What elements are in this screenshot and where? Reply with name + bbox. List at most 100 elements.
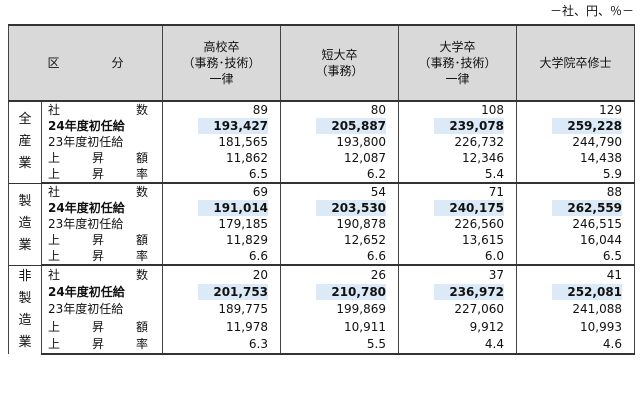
table-cell: 14,438 (516, 150, 636, 166)
table-cell: 244,790 (516, 134, 636, 150)
table-row: 24年度初任給 193,427 205,887 239,078 259,228 (9, 118, 636, 134)
table-cell: 12,087 (280, 150, 400, 166)
header-col-university: 大学卒 （事務･技術） 一律 (398, 24, 518, 102)
table-cell: 6.0 (398, 248, 518, 266)
table-cell: 252,081 (516, 283, 636, 301)
table-cell: 262,559 (516, 200, 636, 216)
table-cell: 12,346 (398, 150, 518, 166)
row-label-companies: 社 数 (41, 100, 164, 118)
table-row: 非製造業社 数 20 26 37 41 (8, 264, 636, 354)
table-cell: 9,912 (398, 317, 518, 336)
table-row: 24年度初任給 201,753 210,780 236,972 252,081 (9, 283, 636, 301)
table-cell: 241,088 (516, 300, 636, 318)
table-cell: 6.5 (162, 166, 282, 184)
table-cell: 37 (398, 264, 518, 284)
table-cell: 11,829 (162, 232, 282, 248)
table-cell: 199,869 (280, 300, 400, 318)
unit-note: －社、円、％－ (549, 4, 634, 18)
table-cell: 88 (516, 182, 636, 200)
table-cell: 6.3 (162, 335, 282, 355)
category-all-industries: 全産業 (8, 100, 42, 183)
row-label-raise-rate: 上 昇 率 (41, 248, 164, 266)
table-cell: 89 (162, 100, 282, 118)
row-label-fy23: 23年度初任給 (41, 300, 164, 318)
table-row: 23年度初任給 179,185 190,878 226,560 246,515 (9, 216, 636, 232)
table-cell: 80 (280, 100, 400, 118)
row-label-raise-amount: 上 昇 額 (41, 317, 164, 336)
table-cell: 4.4 (398, 335, 518, 355)
table-cell: 13,615 (398, 232, 518, 248)
table-cell: 6.2 (280, 166, 400, 184)
table-cell: 12,652 (280, 232, 400, 248)
table-cell: 203,530 (280, 200, 400, 216)
table-cell: 69 (162, 182, 282, 200)
table-cell: 181,565 (162, 134, 282, 150)
table-cell: 190,878 (280, 216, 400, 232)
table-cell: 20 (162, 264, 282, 284)
row-label-fy23: 23年度初任給 (41, 134, 164, 150)
table-cell: 6.6 (280, 248, 400, 266)
table-cell: 259,228 (516, 118, 636, 134)
table-cell: 179,185 (162, 216, 282, 232)
table-row: 24年度初任給 191,014 203,530 240,175 262,559 (9, 200, 636, 216)
table-cell: 226,732 (398, 134, 518, 150)
table-cell: 240,175 (398, 200, 518, 216)
header-col-graduate-masters: 大学院卒修士 (516, 24, 636, 102)
table-cell: 6.5 (516, 248, 636, 266)
row-label-fy24: 24年度初任給 (41, 200, 164, 216)
table-cell: 5.5 (280, 335, 400, 355)
table-cell: 4.6 (516, 335, 636, 355)
table-cell: 5.4 (398, 166, 518, 184)
row-label-companies: 社 数 (41, 182, 164, 200)
table-cell: 108 (398, 100, 518, 118)
row-label-fy24: 24年度初任給 (41, 283, 164, 301)
table-cell: 239,078 (398, 118, 518, 134)
table-cell: 16,044 (516, 232, 636, 248)
table-cell: 193,427 (162, 118, 282, 134)
table-cell: 54 (280, 182, 400, 200)
table-row: 上 昇 率 6.6 6.6 6.0 6.5 (9, 248, 636, 266)
category-non-manufacturing: 非製造業 (8, 264, 42, 354)
table-cell: 205,887 (280, 118, 400, 134)
table-cell: 129 (516, 100, 636, 118)
row-label-raise-amount: 上 昇 額 (41, 232, 164, 248)
table-cell: 191,014 (162, 200, 282, 216)
table-cell: 227,060 (398, 300, 518, 318)
table-cell: 11,862 (162, 150, 282, 166)
table-row: 上 昇 額 11,829 12,652 13,615 16,044 (9, 232, 636, 248)
table-cell: 236,972 (398, 283, 518, 301)
table-cell: 71 (398, 182, 518, 200)
table-row: 上 昇 額 11,978 10,911 9,912 10,993 (9, 317, 636, 336)
header-row: 区 分 高校卒 （事務･技術） 一律 短大卒 （事務） 大学卒 （事務･技術） … (7, 24, 636, 102)
header-area: 区 分 (7, 24, 164, 102)
category-manufacturing: 製造業 (8, 182, 42, 265)
table-row: 23年度初任給 181,565 193,800 226,732 244,790 (9, 134, 636, 150)
row-label-raise-rate: 上 昇 率 (41, 335, 164, 355)
table-cell: 11,978 (162, 317, 282, 336)
row-label-companies: 社 数 (41, 264, 164, 284)
row-label-raise-rate: 上 昇 率 (41, 166, 164, 184)
table-row: 23年度初任給 189,775 199,869 227,060 241,088 (9, 300, 636, 318)
header-col-high-school: 高校卒 （事務･技術） 一律 (162, 24, 282, 102)
table-cell: 226,560 (398, 216, 518, 232)
table-cell: 10,911 (280, 317, 400, 336)
table-cell: 193,800 (280, 134, 400, 150)
header-col-junior-college: 短大卒 （事務） (280, 24, 400, 102)
table-cell: 210,780 (280, 283, 400, 301)
table-row: 製造業社 数 69 54 71 88 (8, 182, 636, 265)
row-label-fy23: 23年度初任給 (41, 216, 164, 232)
row-label-fy24: 24年度初任給 (41, 118, 164, 134)
table-cell: 6.6 (162, 248, 282, 266)
row-label-raise-amount: 上 昇 額 (41, 150, 164, 166)
table-row: 上 昇 率 6.5 6.2 5.4 5.9 (9, 166, 636, 184)
table-row: 上 昇 率 6.3 5.5 4.4 4.6 (9, 335, 636, 355)
table-cell: 26 (280, 264, 400, 284)
table-cell: 5.9 (516, 166, 636, 184)
table-row: 上 昇 額 11,862 12,087 12,346 14,438 (9, 150, 636, 166)
table-cell: 201,753 (162, 283, 282, 301)
table-cell: 189,775 (162, 300, 282, 318)
table-row: 全産業社 数 89 80 108 129 (8, 100, 636, 183)
table-cell: 10,993 (516, 317, 636, 336)
starting-salary-table: 区 分 高校卒 （事務･技術） 一律 短大卒 （事務） 大学卒 （事務･技術） … (7, 24, 636, 355)
table-cell: 41 (516, 264, 636, 284)
